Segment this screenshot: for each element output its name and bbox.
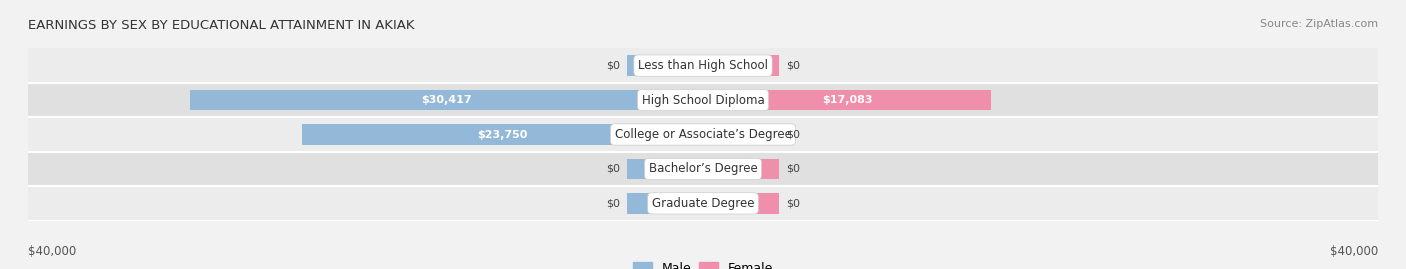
Bar bbox=[28, 186, 1378, 221]
Bar bbox=[302, 124, 703, 145]
Text: High School Diploma: High School Diploma bbox=[641, 94, 765, 107]
Text: Bachelor’s Degree: Bachelor’s Degree bbox=[648, 162, 758, 175]
Text: Graduate Degree: Graduate Degree bbox=[652, 197, 754, 210]
Bar bbox=[703, 159, 779, 179]
Bar bbox=[190, 90, 703, 110]
Bar bbox=[703, 193, 779, 214]
Bar bbox=[28, 83, 1378, 117]
Bar bbox=[627, 55, 703, 76]
Text: Source: ZipAtlas.com: Source: ZipAtlas.com bbox=[1260, 19, 1378, 29]
Bar bbox=[703, 90, 991, 110]
Text: $0: $0 bbox=[786, 129, 800, 140]
Text: $0: $0 bbox=[606, 198, 620, 208]
Text: $0: $0 bbox=[606, 61, 620, 71]
Bar bbox=[28, 48, 1378, 83]
Text: $0: $0 bbox=[786, 164, 800, 174]
Text: College or Associate’s Degree: College or Associate’s Degree bbox=[614, 128, 792, 141]
Bar bbox=[703, 55, 779, 76]
Text: EARNINGS BY SEX BY EDUCATIONAL ATTAINMENT IN AKIAK: EARNINGS BY SEX BY EDUCATIONAL ATTAINMEN… bbox=[28, 19, 415, 32]
Bar bbox=[28, 117, 1378, 152]
Text: Less than High School: Less than High School bbox=[638, 59, 768, 72]
Text: $17,083: $17,083 bbox=[823, 95, 872, 105]
Text: $23,750: $23,750 bbox=[478, 129, 527, 140]
Legend: Male, Female: Male, Female bbox=[628, 257, 778, 269]
Bar bbox=[703, 124, 779, 145]
Bar bbox=[627, 159, 703, 179]
Bar bbox=[28, 152, 1378, 186]
Text: $40,000: $40,000 bbox=[28, 245, 76, 258]
Text: $0: $0 bbox=[786, 61, 800, 71]
Text: $30,417: $30,417 bbox=[420, 95, 472, 105]
Text: $40,000: $40,000 bbox=[1330, 245, 1378, 258]
Text: $0: $0 bbox=[786, 198, 800, 208]
Text: $0: $0 bbox=[606, 164, 620, 174]
Bar bbox=[627, 193, 703, 214]
